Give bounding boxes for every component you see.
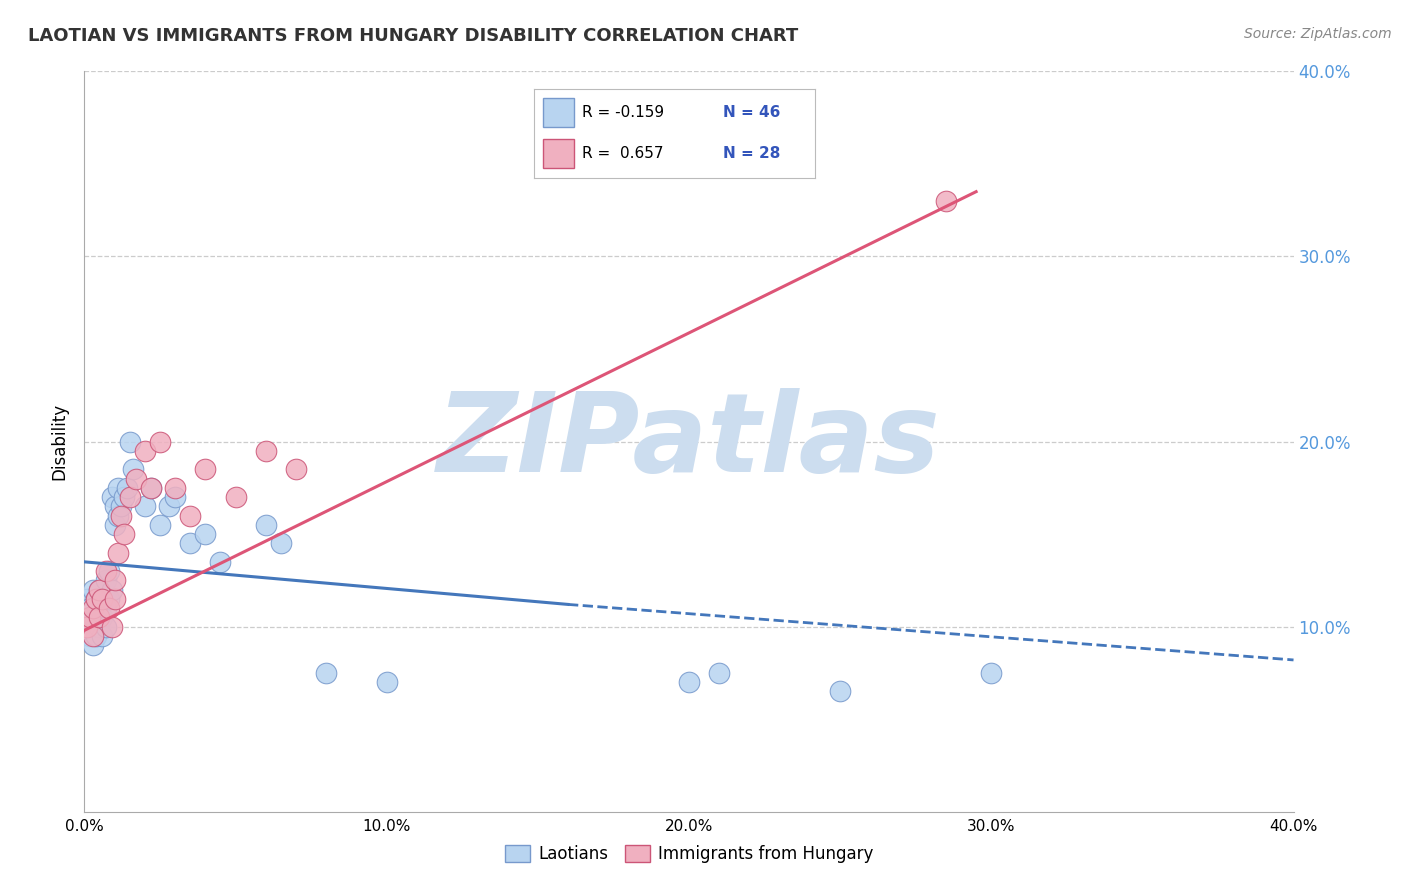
Point: [91, 591, 114, 606]
Point: [179, 536, 201, 550]
Point: [112, 527, 135, 541]
Point: [254, 443, 277, 458]
Point: [94, 564, 117, 578]
Point: [94, 619, 117, 633]
Point: [830, 684, 852, 698]
Text: ZIPatlas: ZIPatlas: [437, 388, 941, 495]
Point: [79, 601, 101, 615]
Point: [375, 675, 398, 690]
Point: [194, 462, 217, 476]
Point: [94, 601, 117, 615]
Point: [209, 555, 232, 569]
Point: [100, 619, 122, 633]
Point: [82, 610, 104, 624]
Point: [89, 582, 111, 597]
Point: [107, 508, 129, 523]
Point: [285, 462, 308, 476]
Point: [94, 574, 117, 588]
Point: [104, 591, 127, 606]
Point: [179, 508, 201, 523]
Text: R = -0.159: R = -0.159: [582, 105, 664, 120]
Point: [91, 591, 114, 606]
Point: [315, 665, 337, 680]
Legend: Laotians, Immigrants from Hungary: Laotians, Immigrants from Hungary: [498, 838, 880, 870]
Point: [91, 629, 114, 643]
Point: [149, 434, 172, 449]
Point: [121, 462, 143, 476]
Text: LAOTIAN VS IMMIGRANTS FROM HUNGARY DISABILITY CORRELATION CHART: LAOTIAN VS IMMIGRANTS FROM HUNGARY DISAB…: [28, 27, 799, 45]
Point: [97, 591, 120, 606]
Y-axis label: Disability: Disability: [51, 403, 69, 480]
Point: [110, 500, 132, 514]
Point: [89, 582, 111, 597]
Point: [97, 564, 120, 578]
Point: [139, 481, 162, 495]
Point: [980, 665, 1002, 680]
Point: [118, 490, 141, 504]
Point: [165, 481, 187, 495]
Point: [97, 601, 120, 615]
Point: [678, 675, 700, 690]
Point: [82, 582, 104, 597]
Point: [107, 545, 129, 560]
Point: [134, 443, 156, 458]
Point: [107, 481, 129, 495]
Point: [709, 665, 731, 680]
Point: [104, 500, 127, 514]
Point: [76, 619, 98, 633]
Point: [139, 481, 162, 495]
Point: [86, 629, 108, 643]
Point: [112, 490, 135, 504]
Point: [110, 508, 132, 523]
Point: [89, 610, 111, 624]
Point: [157, 500, 180, 514]
Point: [104, 517, 127, 532]
Point: [79, 610, 101, 624]
Point: [82, 629, 104, 643]
Point: [100, 490, 122, 504]
Point: [86, 591, 108, 606]
Point: [165, 490, 187, 504]
Point: [82, 601, 104, 615]
Text: N = 28: N = 28: [723, 146, 780, 161]
Point: [194, 527, 217, 541]
Point: [935, 194, 957, 208]
Point: [104, 574, 127, 588]
Point: [149, 517, 172, 532]
Text: R =  0.657: R = 0.657: [582, 146, 664, 161]
Point: [254, 517, 277, 532]
Point: [89, 619, 111, 633]
Point: [134, 500, 156, 514]
Point: [115, 481, 138, 495]
Point: [125, 472, 148, 486]
Text: Source: ZipAtlas.com: Source: ZipAtlas.com: [1244, 27, 1392, 41]
Point: [89, 601, 111, 615]
Point: [76, 591, 98, 606]
Point: [100, 582, 122, 597]
Point: [82, 638, 104, 652]
Point: [225, 490, 247, 504]
Point: [86, 591, 108, 606]
Point: [91, 610, 114, 624]
Point: [118, 434, 141, 449]
Point: [79, 629, 101, 643]
Text: N = 46: N = 46: [723, 105, 780, 120]
Point: [270, 536, 292, 550]
FancyBboxPatch shape: [543, 139, 574, 168]
FancyBboxPatch shape: [543, 98, 574, 127]
